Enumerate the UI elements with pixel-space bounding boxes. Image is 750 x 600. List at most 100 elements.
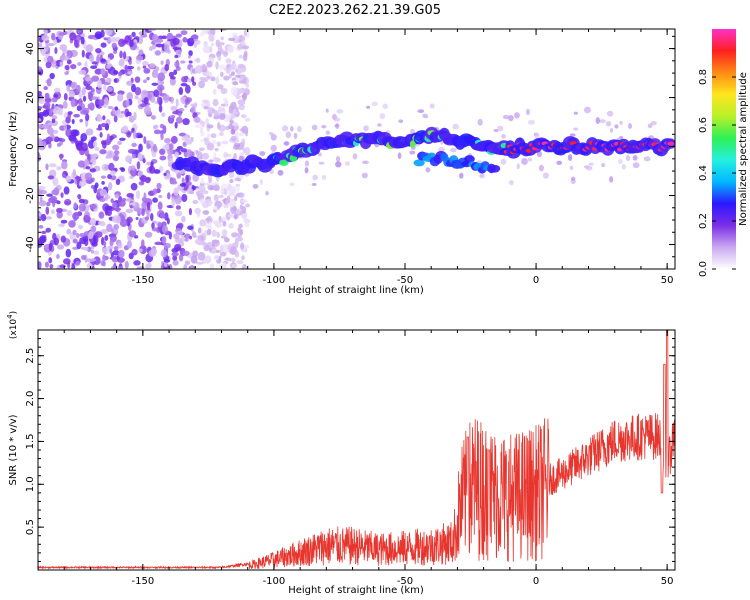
heatmap-cell bbox=[94, 231, 103, 238]
x-tick-label: 0 bbox=[533, 576, 539, 587]
heatmap-cell bbox=[241, 45, 250, 50]
heatmap-cell bbox=[147, 190, 155, 196]
heatmap-cell bbox=[162, 94, 170, 101]
heatmap-cell bbox=[119, 50, 123, 59]
heatmap-cell bbox=[53, 38, 58, 46]
heatmap-cell bbox=[73, 113, 81, 118]
heatmap-cell bbox=[228, 37, 236, 42]
heatmap-cell bbox=[59, 153, 63, 161]
heatmap-cell bbox=[210, 42, 215, 47]
heatmap-cell bbox=[185, 139, 193, 145]
heatmap-cell bbox=[197, 185, 206, 193]
heatmap-cell bbox=[90, 96, 99, 100]
heatmap-cell bbox=[45, 206, 50, 215]
heatmap-cell bbox=[156, 96, 161, 104]
heatmap-cell bbox=[126, 92, 134, 101]
heatmap-cell bbox=[118, 266, 124, 269]
heatmap-cell bbox=[67, 111, 73, 115]
heatmap-cell bbox=[178, 107, 185, 112]
heatmap-cell bbox=[239, 75, 244, 81]
heatmap-cell bbox=[97, 99, 105, 107]
heatmap-cell bbox=[202, 78, 209, 83]
heatmap-cell bbox=[228, 109, 234, 114]
heatmap-cell bbox=[270, 133, 277, 141]
heatmap-cell bbox=[220, 87, 228, 95]
heatmap-cell bbox=[134, 86, 142, 96]
heatmap-cell bbox=[76, 175, 80, 185]
heatmap-cell bbox=[173, 69, 178, 75]
heatmap-cell bbox=[241, 114, 247, 119]
snr-panel: -150 -100 -50 0 50 0.5 1.0 1.5 2.0 2.5 Height of … bbox=[6, 311, 676, 596]
heatmap-cell bbox=[48, 257, 53, 264]
heatmap-cell bbox=[228, 73, 232, 79]
heatmap-cell bbox=[104, 96, 109, 105]
heatmap-cell bbox=[625, 154, 631, 162]
heatmap-cell bbox=[58, 107, 63, 116]
heatmap-cell bbox=[569, 165, 574, 171]
heatmap-cell bbox=[131, 248, 138, 256]
heatmap-cell bbox=[107, 57, 111, 66]
heatmap-cell bbox=[238, 132, 244, 137]
heatmap-cell bbox=[94, 182, 99, 189]
x-tick-label: 0 bbox=[533, 275, 539, 286]
heatmap-cell bbox=[99, 197, 106, 203]
heatmap-cell bbox=[201, 29, 205, 35]
heatmap-cell bbox=[221, 244, 230, 253]
heatmap-cell bbox=[211, 248, 217, 253]
heatmap-cell bbox=[44, 92, 50, 100]
heatmap-cell bbox=[120, 167, 126, 172]
heatmap-cell bbox=[39, 196, 43, 203]
heatmap-cell bbox=[126, 208, 131, 213]
heatmap-cell bbox=[361, 172, 368, 179]
heatmap-cell bbox=[190, 34, 199, 40]
heatmap-cell bbox=[479, 173, 485, 178]
heatmap-cell bbox=[184, 98, 190, 105]
heatmap-cell bbox=[230, 86, 238, 96]
heatmap-cell bbox=[87, 139, 96, 149]
heatmap-cell bbox=[182, 37, 188, 43]
x-tick-label: -50 bbox=[397, 275, 413, 286]
heatmap-cell bbox=[459, 172, 464, 179]
heatmap-cell bbox=[111, 201, 118, 208]
heatmap-cell bbox=[325, 108, 329, 113]
heatmap-cell bbox=[336, 109, 344, 114]
heatmap-cell bbox=[212, 220, 219, 225]
heatmap-cell bbox=[438, 146, 445, 152]
heatmap-cell bbox=[90, 136, 97, 142]
heatmap-cell bbox=[72, 169, 76, 176]
heatmap-cell bbox=[43, 102, 51, 109]
heatmap-cell bbox=[161, 35, 168, 40]
y-tick-label: 0.5 bbox=[25, 519, 36, 535]
heatmap-cell bbox=[65, 248, 72, 258]
heatmap-cell bbox=[229, 200, 237, 208]
heatmap-cell bbox=[422, 113, 428, 118]
heatmap-cell bbox=[84, 172, 93, 181]
heatmap-cell bbox=[100, 42, 107, 48]
snr-ticks: -150 -100 -50 0 50 0.5 1.0 1.5 2.0 2.5 bbox=[25, 330, 675, 587]
heatmap-cell bbox=[237, 192, 245, 198]
heatmap-cell bbox=[152, 188, 158, 195]
heatmap-cell bbox=[79, 118, 83, 123]
heatmap-cell bbox=[106, 223, 113, 233]
heatmap-cell bbox=[137, 97, 142, 105]
heatmap-cell bbox=[143, 192, 147, 202]
heatmap-cell bbox=[99, 189, 108, 197]
heatmap-cell bbox=[240, 199, 248, 203]
heatmap-cell bbox=[126, 80, 133, 86]
heatmap-cell bbox=[191, 76, 195, 83]
heatmap-cell bbox=[344, 161, 351, 166]
heatmap-cell bbox=[84, 247, 89, 251]
heatmap-cell bbox=[79, 237, 87, 245]
heatmap-cell bbox=[62, 258, 71, 265]
heatmap-cell bbox=[163, 259, 171, 263]
heatmap-cell bbox=[38, 91, 43, 96]
heatmap-cell bbox=[371, 101, 378, 107]
heatmap-cell bbox=[233, 145, 240, 150]
heatmap-cell bbox=[129, 204, 133, 209]
heatmap-cell bbox=[214, 147, 219, 152]
heatmap-cell bbox=[81, 255, 87, 261]
heatmap-cell bbox=[189, 190, 195, 195]
heatmap-cell bbox=[174, 61, 180, 68]
heatmap-cell bbox=[297, 125, 302, 133]
heatmap-cell bbox=[81, 86, 86, 96]
